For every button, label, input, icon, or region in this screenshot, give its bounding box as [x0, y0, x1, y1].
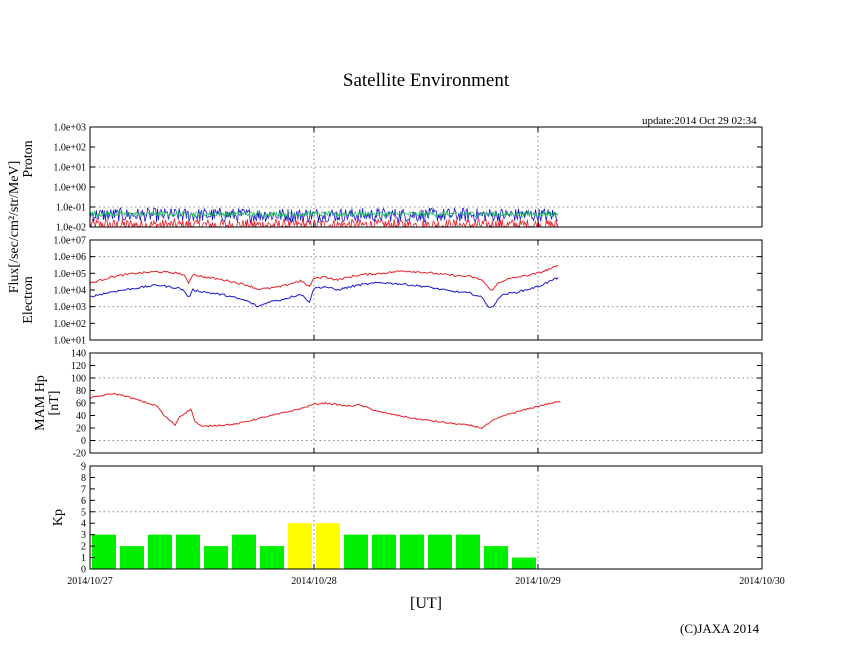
y-tick-label: 7: [81, 484, 86, 495]
kp-bar: [204, 546, 228, 569]
kp-bar: [456, 534, 480, 569]
proton-green-trace: [89, 210, 559, 218]
y-tick-label: 1.0e-02: [56, 223, 86, 234]
y-tick-label: 20: [76, 424, 86, 435]
y-tick-label: 1.0e+02: [53, 143, 86, 154]
kp-bar: [372, 534, 396, 569]
y-tick-label: 1.0e+03: [53, 123, 86, 134]
series-line-electron-low-energy: [89, 277, 559, 308]
kp-bar: [176, 534, 200, 569]
y-axis-label-mam: MAM Hp: [33, 375, 48, 431]
y-axis-label-proton: Proton: [21, 140, 36, 177]
kp-bar: [512, 557, 536, 569]
y-tick-label: 40: [76, 411, 86, 422]
series-line-electron-high-energy: [89, 265, 559, 291]
tick-labels: 1.0e-02 1.0e-01 1.0e+00 1.0e+01 1.0e+02 1.0e+…: [53, 123, 784, 588]
y-tick-label: 1.0e+05: [53, 269, 86, 280]
panel-frame-proton: [89, 126, 763, 228]
kp-bar: [120, 546, 144, 569]
kp-bar: [92, 534, 116, 569]
y-tick-label: 2: [81, 542, 86, 553]
y-tick-label: 140: [71, 349, 86, 360]
y-axis-label-mam: [nT]: [47, 391, 62, 416]
y-tick-label: 1.0e+01: [53, 163, 86, 174]
y-axis-label-electron: Electron: [21, 276, 36, 323]
y-tick-label: 4: [81, 519, 86, 530]
x-tick-label: 2014/10/29: [515, 576, 561, 587]
y-tick-label: 1.0e+00: [53, 183, 86, 194]
panel-frames: [89, 126, 763, 570]
y-tick-label: 1.0e+04: [53, 286, 86, 297]
y-tick-label: 1.0e+07: [53, 236, 86, 247]
x-tick-label: 2014/10/27: [67, 576, 113, 587]
y-tick-label: -20: [73, 449, 86, 460]
kp-bar: [484, 546, 508, 569]
series-line-mam-MAM-Hp: [89, 392, 561, 429]
y-tick-label: 100: [71, 374, 86, 385]
update-timestamp: update:2014 Oct 29 02:34: [642, 115, 757, 127]
y-tick-label: 9: [81, 462, 86, 473]
kp-bar: [288, 523, 312, 569]
y-tick-label: 1.0e+01: [53, 336, 86, 347]
y-tick-label: 0: [81, 436, 86, 447]
y-tick-label: 1.0e+03: [53, 302, 86, 313]
kp-bar: [344, 534, 368, 569]
x-tick-label: 2014/10/30: [739, 576, 785, 587]
page-title: Satellite Environment: [342, 70, 510, 91]
y-tick-label: 1.0e-01: [56, 203, 86, 214]
kp-bar: [428, 534, 452, 569]
y-tick-label: 1.0e+06: [53, 252, 86, 263]
panel-frame-electron: [89, 239, 763, 341]
y-axis-label-kp: Kp: [51, 509, 66, 526]
y-tick-label: 1: [81, 553, 86, 564]
y-tick-label: 6: [81, 496, 86, 507]
panel-frame-mam: [89, 352, 763, 454]
x-tick-label: 2014/10/28: [291, 576, 337, 587]
y-tick-label: 1.0e+02: [53, 319, 86, 330]
y-tick-label: 5: [81, 507, 86, 518]
kp-bar: [148, 534, 172, 569]
y-tick-label: 120: [71, 361, 86, 372]
gridlines: [90, 127, 762, 569]
panel-frame-kp: [89, 465, 763, 570]
y-tick-label: 60: [76, 399, 86, 410]
y-tick-label: 0: [81, 565, 86, 576]
flux-axis-label: Flux[/sec/cm²/str/MeV]: [7, 161, 22, 294]
kp-bar: [232, 534, 256, 569]
kp-bar: [316, 523, 340, 569]
y-tick-label: 8: [81, 473, 86, 484]
copyright: (C)JAXA 2014: [680, 621, 760, 636]
axis-labels: Proton Electron MAM Hp [nT] Kp Flux[/sec/cm²/…: [7, 140, 66, 526]
y-tick-label: 80: [76, 386, 86, 397]
x-axis-title: [UT]: [410, 595, 442, 612]
data-layer: [89, 206, 561, 569]
proton-red-trace: [89, 217, 559, 229]
y-tick-label: 3: [81, 530, 86, 541]
kp-bar: [400, 534, 424, 569]
kp-bar: [260, 546, 284, 569]
